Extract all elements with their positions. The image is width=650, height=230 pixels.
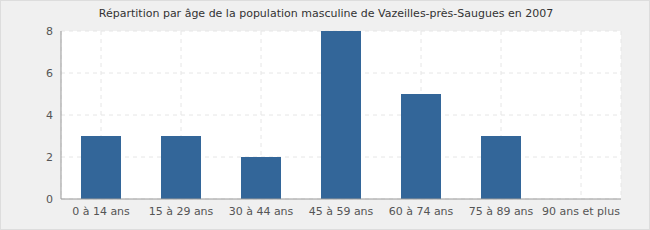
- svg-text:90 ans et plus: 90 ans et plus: [542, 205, 620, 218]
- svg-text:4: 4: [46, 109, 53, 122]
- svg-text:8: 8: [46, 25, 53, 38]
- svg-text:60 à 74 ans: 60 à 74 ans: [389, 205, 454, 218]
- svg-text:6: 6: [46, 67, 53, 80]
- html-text:Répartition par âge de la popu: Répartition par âge de la population mas…: [98, 7, 554, 20]
- svg-text:2: 2: [46, 151, 53, 164]
- svg-text:15 à 29 ans: 15 à 29 ans: [149, 205, 214, 218]
- svg-text:0: 0: [46, 193, 53, 206]
- svg-text:75 à 89 ans: 75 à 89 ans: [469, 205, 534, 218]
- svg-text:0 à 14 ans: 0 à 14 ans: [72, 205, 130, 218]
- svg-text:45 à 59 ans: 45 à 59 ans: [309, 205, 374, 218]
- svg-text:30 à 44 ans: 30 à 44 ans: [229, 205, 294, 218]
